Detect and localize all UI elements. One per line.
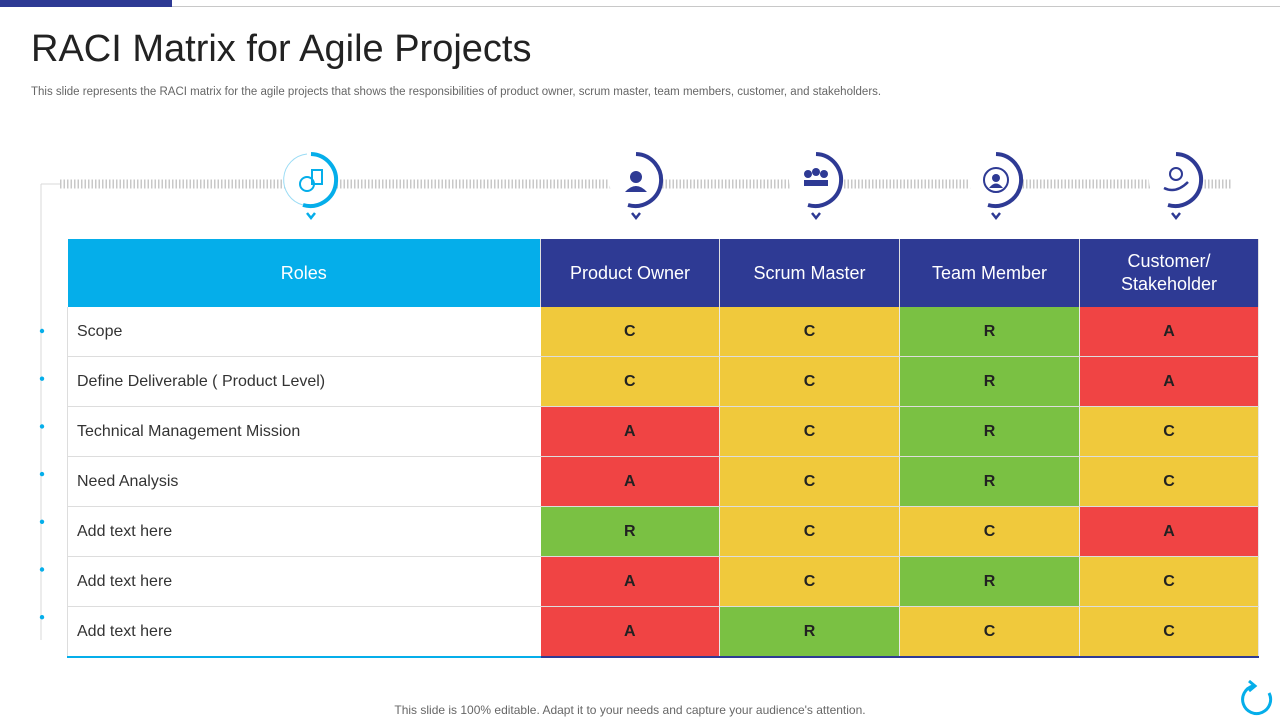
role-cell: Technical Management Mission: [67, 406, 541, 457]
column-header: Scrum Master: [719, 239, 900, 307]
role-cell: Add text here: [67, 506, 541, 557]
icons: [283, 152, 1204, 221]
role-cell: Scope: [67, 307, 541, 357]
raci-cell: R: [899, 456, 1080, 507]
raci-cell: C: [1079, 456, 1259, 507]
table-row: Scope C C R A: [67, 307, 1259, 357]
role-cell: Add text here: [67, 606, 541, 658]
row-bullets: [39, 328, 45, 620]
raci-cell: C: [1079, 556, 1259, 607]
table-row: Technical Management Mission A C R C: [67, 406, 1259, 457]
role-cell: Define Deliverable ( Product Level): [67, 356, 541, 407]
bullet: [39, 376, 45, 381]
footer: This slide is 100% editable. Adapt it to…: [394, 703, 866, 717]
raci-cell: C: [719, 556, 900, 607]
bullet: [39, 519, 45, 524]
raci-cell: C: [899, 506, 1080, 557]
column-header: Team Member: [899, 239, 1080, 307]
raci-cell: C: [1079, 406, 1259, 457]
raci-cell: C: [540, 307, 720, 357]
role-cell: Add text here: [67, 556, 541, 607]
icon-scrum-master: [789, 152, 844, 221]
raci-cell: R: [899, 406, 1080, 457]
raci-cell: A: [1079, 356, 1259, 407]
raci-cell: C: [719, 456, 900, 507]
raci-cell: A: [1079, 506, 1259, 557]
side-line: [40, 183, 60, 640]
bullet: [39, 471, 45, 477]
table-row: Add text here R C C A: [67, 506, 1259, 557]
table-row: Define Deliverable ( Product Level) C C R A: [67, 356, 1259, 407]
bullet: [39, 567, 45, 572]
icon-product-owner: [609, 152, 664, 221]
raci-cell: C: [1079, 606, 1259, 658]
header-row: Roles Product Owner Scrum Master Team Membe…: [67, 239, 1259, 307]
top-bar: [0, 0, 172, 7]
raci-cell: C: [719, 356, 900, 407]
icon-roles: [283, 152, 339, 221]
table-row: Add text here A R C C: [67, 606, 1259, 658]
raci-table: Roles Product Owner Scrum Master Team Membe…: [67, 239, 1259, 658]
raci-cell: A: [540, 556, 720, 607]
icon-customer: [1149, 152, 1204, 221]
raci-cell: R: [719, 606, 900, 658]
raci-cell: R: [899, 356, 1080, 407]
subtitle: This slide represents the RACI matrix fo…: [31, 86, 882, 98]
raci-cell: C: [719, 506, 900, 557]
refresh-icon: [1241, 679, 1273, 715]
bullet: [39, 424, 45, 429]
bullet: [39, 328, 45, 334]
bullet: [39, 615, 45, 620]
column-header: Customer/ Stakeholder: [1079, 239, 1259, 307]
table-body: Scope C C R A Define Deliverable ( Product Le…: [67, 307, 1259, 658]
raci-cell: R: [540, 506, 720, 557]
raci-cell: R: [899, 556, 1080, 607]
raci-cell: C: [719, 307, 900, 357]
table-row: Add text here A C R C: [67, 556, 1259, 607]
table-row: Need Analysis A C R C: [67, 456, 1259, 507]
raci-cell: C: [719, 406, 900, 457]
raci-cell: C: [899, 606, 1080, 658]
raci-cell: R: [899, 307, 1080, 357]
column-header: Product Owner: [540, 239, 720, 307]
roles-header: Roles: [67, 239, 541, 307]
raci-cell: A: [540, 406, 720, 457]
raci-cell: A: [540, 456, 720, 507]
raci-cell: C: [540, 356, 720, 407]
top-line: [172, 6, 1280, 7]
raci-cell: A: [540, 606, 720, 658]
role-cell: Need Analysis: [67, 456, 541, 507]
title: RACI Matrix for Agile Projects: [31, 28, 532, 70]
raci-cell: A: [1079, 307, 1259, 357]
icon-team-member: [969, 152, 1024, 221]
